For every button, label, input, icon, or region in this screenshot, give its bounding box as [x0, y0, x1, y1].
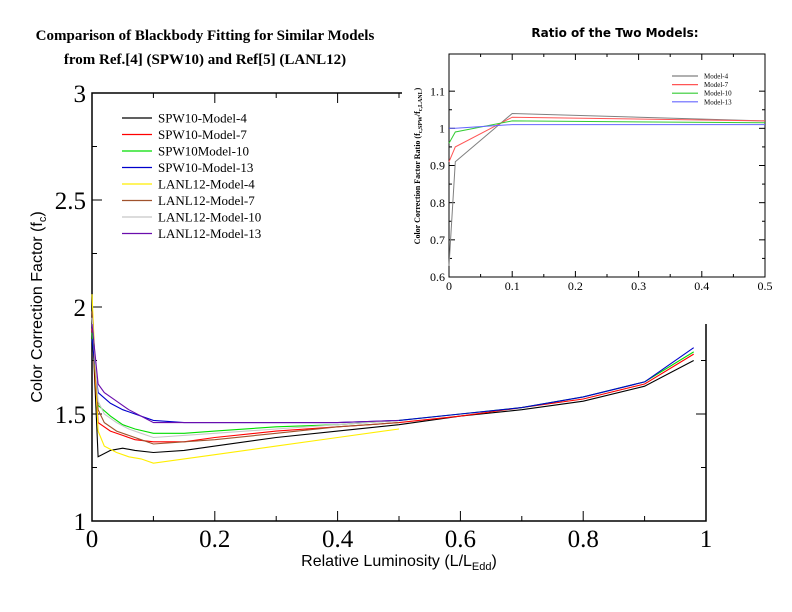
- main-x-tick-label: 0: [86, 526, 99, 553]
- inset-series-line-2: [448, 116, 766, 162]
- x-axis-label-subscript: Edd: [472, 561, 492, 573]
- x-axis-label-close: ): [492, 553, 497, 570]
- inset-chart: 0 0.1 0.2 0.3 0.4 0.50.60.70.80.911.1Model-4M…: [402, 44, 792, 324]
- inset-y-axis-label-subscript-2: c,LANL: [418, 90, 424, 111]
- inset-x-tick-label: 0.1: [505, 279, 520, 293]
- main-series-line-3: [91, 332, 694, 434]
- main-legend-label-4: SPW10-Model-13: [158, 160, 253, 175]
- main-y-tick-label: 1: [74, 509, 87, 536]
- inset-legend-label-4: Model-13: [704, 98, 732, 106]
- main-y-tick-label: 3: [74, 81, 87, 108]
- inset-series-line-4: [449, 124, 765, 129]
- main-x-tick-label: 1: [700, 526, 713, 553]
- main-legend-label-2: SPW10-Model-7: [158, 127, 247, 142]
- inset-x-tick-label: 0.5: [758, 279, 773, 293]
- main-legend-label-6: LANL12-Model-7: [158, 193, 255, 208]
- main-y-tick-label: 2.5: [55, 188, 86, 215]
- y-axis-label: Color Correction Factor (fc): [29, 211, 49, 402]
- inset-y-axis-label: Color Correction Factor Ratio (fc,SPW/fc…: [413, 87, 424, 244]
- y-axis-label-close: ): [29, 211, 46, 216]
- main-legend-label-1: SPW10-Model-4: [158, 111, 247, 126]
- main-x-tick-label: 0.2: [199, 526, 230, 553]
- main-chart: 0 0.2 0.4 0.6 0.8 111.522.53SPW10-Model-4SPW1…: [29, 81, 712, 573]
- main-series-line-2: [91, 328, 694, 443]
- inset-series-line-1: [448, 112, 766, 266]
- inset-y-tick-label: 0.7: [430, 233, 445, 247]
- inset-legend-label-1: Model-4: [704, 72, 729, 80]
- main-series-line-6: [91, 311, 400, 445]
- main-series-line-8: [91, 324, 400, 424]
- main-legend-label-5: LANL12-Model-4: [158, 177, 255, 192]
- inset-x-tick-label: 0.4: [694, 279, 709, 293]
- inset-legend-label-3: Model-10: [704, 90, 732, 98]
- main-legend-label-3: SPW10Model-10: [158, 144, 249, 159]
- main-series-line-4: [91, 339, 695, 424]
- main-y-tick-label: 2: [74, 295, 87, 322]
- inset-legend-label-2: Model-7: [704, 81, 729, 89]
- inset-title: Ratio of the Two Models:: [531, 26, 699, 40]
- main-legend-label-8: LANL12-Model-13: [158, 226, 261, 241]
- y-axis-label-subscript: c: [37, 216, 49, 222]
- inset-y-tick-label: 0.8: [430, 196, 445, 210]
- main-x-tick-label: 0.6: [445, 526, 476, 553]
- inset-y-axis-label-close: ): [413, 87, 422, 90]
- inset-x-tick-label: 0.3: [631, 279, 646, 293]
- inset-x-tick-label: 0.2: [568, 279, 583, 293]
- inset-x-tick-label: 0: [446, 279, 452, 293]
- main-y-tick-label: 1.5: [55, 402, 86, 429]
- inset-background: [402, 44, 792, 324]
- inset-y-tick-label: 0.9: [430, 159, 445, 173]
- main-legend-label-7: LANL12-Model-10: [158, 210, 261, 225]
- inset-y-axis-label-subscript: c,SPW: [418, 116, 424, 133]
- inset-y-tick-label: 1.1: [430, 84, 445, 98]
- main-series-line-5: [91, 294, 400, 464]
- main-series-line-1: [91, 317, 694, 458]
- main-x-tick-label: 0.8: [568, 526, 599, 553]
- inset-y-tick-label: 0.6: [430, 270, 445, 284]
- x-axis-label: Relative Luminosity (L/LEdd): [301, 553, 497, 573]
- main-series-line-7: [91, 317, 400, 439]
- inset-y-tick-label: 1: [439, 122, 445, 136]
- inset-y-axis-label-mid: /f: [413, 111, 422, 117]
- chart-title-line1: Comparison of Blackbody Fitting for Simi…: [35, 28, 375, 44]
- chart-title-line2: from Ref.[4] (SPW10) and Ref[5] (LANL12): [63, 52, 347, 68]
- main-x-tick-label: 0.4: [322, 526, 354, 553]
